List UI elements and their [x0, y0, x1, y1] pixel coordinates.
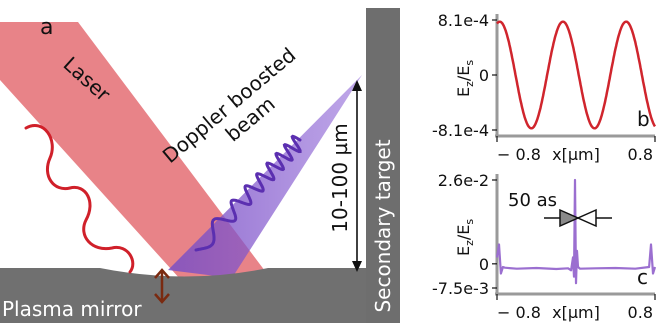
distance-label: 10-100 µm [328, 123, 352, 232]
x-tick-label-c: 0.8 [628, 303, 653, 322]
annotation-50as: 50 as [508, 190, 557, 211]
plasma-mirror-label: Plasma mirror [2, 297, 142, 321]
y-tick-label-b: 8.1e-4 [438, 11, 489, 30]
duration-arrow-right [578, 210, 596, 226]
y-tick-label-c: 2.6e-2 [438, 171, 489, 190]
y-tick-label-c: 0 [479, 255, 489, 274]
y-axis-label-c: Ez/Es [454, 219, 476, 256]
y-tick-label-c: -7.5e-3 [432, 279, 489, 298]
panel-label-b: b [637, 107, 650, 131]
x-tick-label-c: − 0.8 [497, 303, 541, 322]
x-tick-label-b: 0.8 [628, 145, 653, 164]
y-tick-label-b: 0 [479, 66, 489, 85]
beam-label-line-1: Doppler boosted [158, 43, 301, 168]
panel-label-a: a [40, 15, 53, 40]
x-tick-label-b: − 0.8 [497, 145, 541, 164]
x-axis-label-b: x[µm] [552, 145, 600, 164]
y-axis-label-b: Ez/Es [454, 60, 476, 97]
x-axis-label-c: x[µm] [552, 303, 600, 322]
y-tick-label-b: -8.1e-4 [432, 121, 489, 140]
distance-arrow [352, 80, 362, 272]
plots: 8.1e-4 0 -8.1e-4 Ez/Es − 0.8 0.8 x[µm] b 2.6e-2 0… [432, 11, 655, 322]
secondary-target-label: Secondary target [371, 139, 395, 312]
